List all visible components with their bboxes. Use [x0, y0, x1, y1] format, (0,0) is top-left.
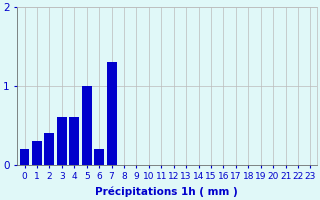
Bar — [32, 141, 42, 165]
Bar — [94, 149, 104, 165]
Bar — [44, 133, 54, 165]
Bar — [82, 86, 92, 165]
Bar — [20, 149, 29, 165]
Bar — [57, 117, 67, 165]
Bar — [69, 117, 79, 165]
Bar — [107, 62, 116, 165]
X-axis label: Précipitations 1h ( mm ): Précipitations 1h ( mm ) — [95, 187, 238, 197]
